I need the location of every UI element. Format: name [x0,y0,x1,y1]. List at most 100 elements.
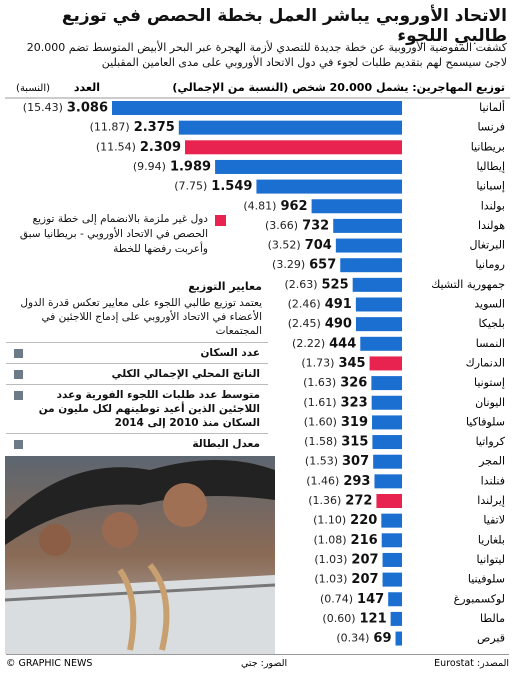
y-tick-label: بلجيكا [478,317,505,330]
share-label: (1.03) [314,573,347,586]
share-label: (1.63) [303,376,336,389]
value-label: 2.309 [140,140,181,155]
legend: دول غير ملزمة بالانضمام إلى خطة توزيع ال… [8,212,226,257]
share-label: (0.74) [320,592,353,605]
bar [390,611,402,626]
y-tick-label: سلوفاكيا [466,415,505,428]
criteria-item: الناتج المحلي الإجمالي الكلي [6,363,268,384]
value-label: 307 [342,454,369,469]
y-tick-label: رومانيا [475,258,505,271]
chart-heading: توزيع المهاجرين: يشمل 20.000 شخص (النسبة… [172,81,505,94]
y-tick-label: لاتفيا [483,514,505,527]
criteria-item: عدد السكان [6,342,268,363]
bar [381,533,402,548]
y-tick-label: بلغاريا [478,533,505,546]
y-tick-label: السويد [474,298,505,311]
value-label: 323 [341,395,368,410]
y-tick-label: المجر [478,455,505,468]
share-label: (1.46) [306,474,339,487]
value-label: 491 [325,297,352,312]
value-label: 444 [329,336,356,351]
photo [4,456,276,654]
criteria-item: متوسط عدد طلبات اللجوء الفورية وعدد اللا… [6,384,268,433]
source: المصدر: Eurostat [434,658,509,669]
value-heading: العدد [74,81,100,94]
value-label: 216 [351,533,378,548]
y-tick-label: سلوفينيا [468,573,505,586]
photo-credit: الصور: جتي [241,658,288,669]
y-tick-label: لوكسمبورغ [454,592,505,605]
bar [371,376,402,391]
bar [355,297,402,312]
bar [215,159,402,174]
value-label: 732 [302,218,329,233]
share-label: (4.81) [243,199,276,212]
bar [373,454,402,469]
criteria-text: متوسط عدد طلبات اللجوء الفورية وعدد اللا… [38,389,260,429]
footer: © GRAPHIC NEWS الصور: جتي المصدر: Eurost… [6,654,509,671]
bar [333,218,402,233]
y-tick-label: اليونان [475,396,505,409]
legend-swatch [215,215,226,226]
criteria-swatch [14,349,23,358]
bar [369,356,402,371]
criteria-text: معدل البطالة [192,438,260,450]
share-label: (11.54) [96,140,136,153]
y-tick-label: مالطا [480,612,505,625]
title: الاتحاد الأوروبي يباشر العمل بخطة الحصص … [61,6,507,46]
value-label: 315 [341,435,368,450]
y-tick-label: البرتغال [469,239,505,252]
bar [355,317,402,332]
bar [178,120,402,135]
bar [360,336,402,351]
value-label: 525 [322,277,349,292]
value-label: 3.086 [67,101,108,116]
bar [374,474,402,489]
subtitle: كشفت المفوضية الأوروبية عن خطة جديدة للت… [26,41,507,69]
value-label: 657 [309,258,336,273]
criteria-swatch [14,391,23,400]
bar [340,258,402,273]
share-label: (3.52) [268,239,301,252]
bar [352,277,402,292]
share-label: (1.36) [308,494,341,507]
share-label: (11.87) [90,121,130,134]
share-label: (1.61) [303,396,336,409]
y-tick-label: هولندا [478,219,505,232]
share-label: (1.08) [313,533,346,546]
criteria-box: معايير التوزيع يعتمد توزيع طالبي اللجوء … [6,280,268,450]
criteria-swatch [14,370,23,379]
share-heading: (النسبة) [16,83,50,94]
share-label: (1.53) [305,455,338,468]
criteria-list: عدد السكان الناتج المحلي الإجمالي الكلي مت… [6,342,268,454]
share-label: (3.66) [265,219,298,232]
bar [395,631,402,646]
bar [335,238,402,253]
criteria-title: معايير التوزيع [188,280,262,293]
bar [381,513,402,528]
value-label: 272 [345,494,372,509]
y-tick-label: فنلندا [481,474,505,487]
credit: © GRAPHIC NEWS [6,658,93,669]
bar [112,101,402,115]
y-tick-label: قبرص [477,632,505,645]
bar [376,494,402,508]
y-tick-label: بولندا [481,199,505,212]
share-label: (2.22) [292,337,325,350]
y-tick-label: إسبانيا [476,180,505,193]
bar [382,552,402,567]
share-label: (1.60) [304,415,337,428]
value-label: 2.375 [134,120,175,135]
bar [388,592,402,607]
bar [311,199,402,214]
criteria-description: يعتمد توزيع طالبي اللجوء على معايير تعكس… [20,297,262,337]
value-label: 490 [325,317,352,332]
y-tick-label: ألمانيا [479,100,505,114]
criteria-text: عدد السكان [200,347,260,359]
y-tick-label: إيطاليا [476,160,505,173]
value-label: 121 [359,611,386,626]
share-label: (1.10) [313,514,346,527]
bar [372,435,402,450]
